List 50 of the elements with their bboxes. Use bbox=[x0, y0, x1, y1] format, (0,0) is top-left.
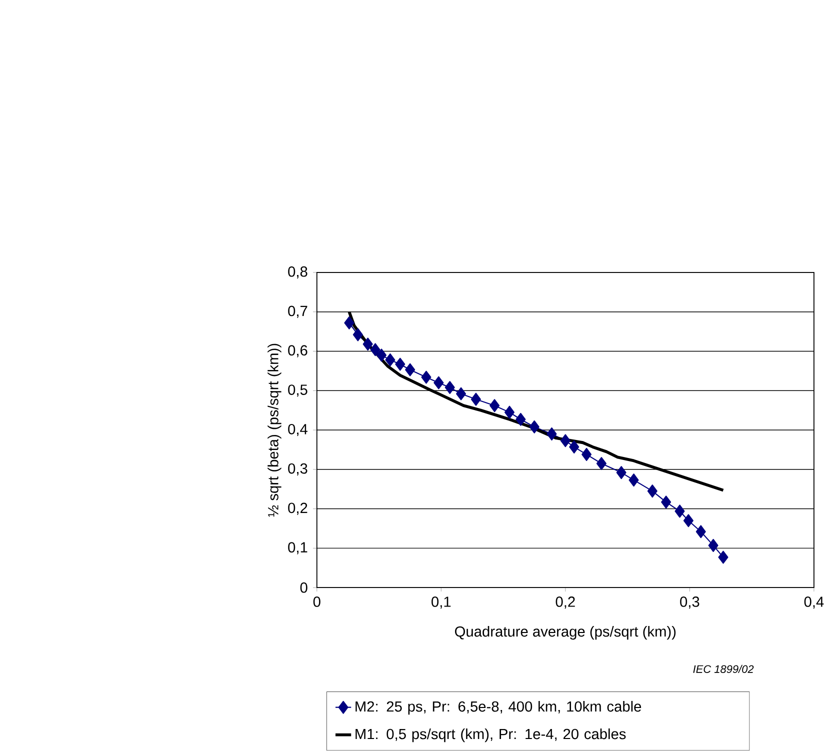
point bbox=[546, 428, 557, 441]
y-tick-label: 0 bbox=[300, 582, 308, 593]
point bbox=[529, 420, 540, 434]
point bbox=[718, 550, 728, 564]
y-tick-label: 0,7 bbox=[288, 306, 308, 318]
y-tick-label: 0,4 bbox=[288, 424, 308, 436]
point bbox=[683, 514, 694, 528]
point bbox=[582, 448, 592, 462]
point bbox=[674, 504, 685, 518]
point bbox=[444, 381, 455, 394]
x-tick-label: 0 bbox=[313, 596, 320, 608]
x-axis-title: Quadrature average (ps/sqrt (km)) bbox=[455, 626, 676, 640]
point bbox=[569, 440, 580, 454]
y-axis-title: ½ sqrt (beta) (ps/sqrt (km)) bbox=[268, 344, 282, 517]
point bbox=[434, 376, 444, 390]
point bbox=[470, 392, 481, 406]
y-tick-label: 0,5 bbox=[288, 384, 308, 397]
point bbox=[560, 434, 570, 448]
x-tick-label: 0,3 bbox=[680, 596, 700, 609]
point bbox=[616, 466, 626, 480]
point bbox=[504, 406, 515, 419]
point bbox=[370, 343, 380, 356]
point bbox=[696, 525, 706, 538]
y-tick-label: 0,6 bbox=[288, 345, 308, 358]
point bbox=[376, 348, 387, 362]
point bbox=[352, 328, 363, 342]
point bbox=[362, 338, 373, 351]
point bbox=[661, 496, 672, 509]
x-tick-label: 0,2 bbox=[556, 596, 575, 609]
point bbox=[516, 413, 526, 426]
y-tick-label: 0,1 bbox=[288, 542, 308, 554]
legend-label: M2: 25 ps, Pr: 6,5e-8, 400 km, 10km cable bbox=[356, 701, 642, 715]
y-tick-label: 0,8 bbox=[288, 266, 308, 279]
point bbox=[395, 358, 406, 371]
x-tick-label: 0,4 bbox=[804, 596, 824, 609]
point bbox=[344, 316, 354, 330]
x-tick-label: 0,1 bbox=[432, 596, 451, 609]
point bbox=[708, 539, 718, 552]
point bbox=[490, 399, 500, 412]
point bbox=[405, 363, 416, 376]
point bbox=[596, 457, 606, 470]
legend-label: M1: 0,5 ps/sqrt (km), Pr: 1e-4, 20 cables bbox=[356, 728, 626, 742]
point bbox=[647, 484, 658, 498]
point bbox=[385, 354, 396, 367]
y-tick-label: 0,3 bbox=[288, 464, 308, 476]
point bbox=[421, 370, 432, 384]
point bbox=[456, 387, 466, 400]
point bbox=[628, 474, 639, 487]
text: IEC 1899/02 bbox=[693, 665, 754, 674]
y-tick-label: 0,2 bbox=[288, 502, 308, 516]
